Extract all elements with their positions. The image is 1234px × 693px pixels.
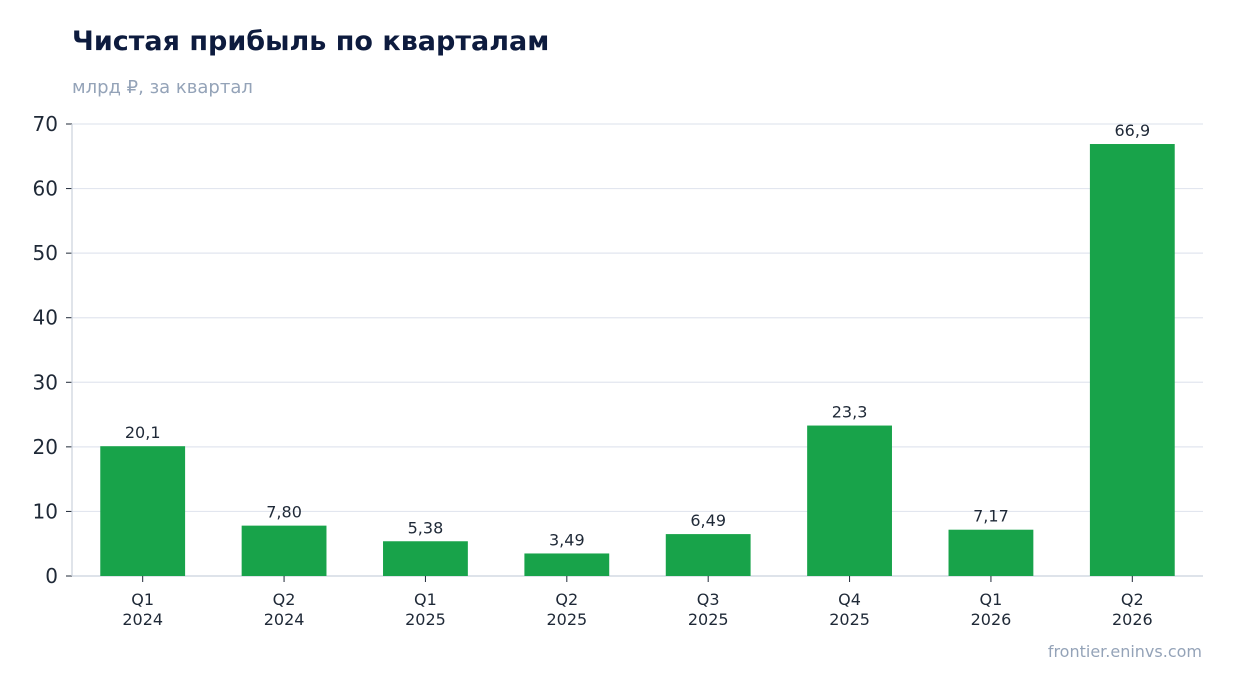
data-label: 7,80 (266, 503, 302, 522)
y-tick-label: 20 (33, 435, 58, 459)
y-tick-label: 50 (33, 241, 58, 265)
chart-subtitle: млрд ₽, за квартал (72, 77, 253, 98)
bar (241, 525, 327, 576)
x-tick-label: Q1 (980, 590, 1003, 609)
data-label: 20,1 (125, 423, 161, 442)
source-label: frontier.eninvs.com (1047, 642, 1202, 661)
bar (100, 446, 186, 576)
x-tick-label: 2024 (122, 610, 163, 629)
x-tick-label: 2026 (1112, 610, 1153, 629)
data-label: 5,38 (408, 518, 444, 537)
data-label: 66,9 (1115, 121, 1151, 140)
x-tick-label: 2025 (688, 610, 729, 629)
x-tick-label: 2025 (829, 610, 870, 629)
x-tick-label: Q3 (697, 590, 720, 609)
data-label: 6,49 (690, 511, 726, 530)
data-label: 3,49 (549, 530, 585, 549)
y-tick-label: 30 (33, 370, 58, 394)
y-tick-label: 60 (33, 177, 58, 201)
bar (524, 553, 610, 576)
bar (948, 529, 1034, 576)
data-label: 23,3 (832, 403, 868, 422)
bar (807, 425, 892, 576)
y-tick-label: 40 (33, 306, 58, 330)
x-tick-label: Q2 (1121, 590, 1144, 609)
bar (383, 541, 468, 576)
x-tick-label: Q4 (838, 590, 861, 609)
bar (665, 534, 751, 576)
y-tick-label: 10 (33, 499, 58, 523)
y-tick-label: 70 (33, 112, 58, 136)
x-tick-label: Q2 (273, 590, 296, 609)
x-tick-label: 2025 (405, 610, 446, 629)
x-tick-label: 2025 (546, 610, 587, 629)
y-tick-label: 0 (45, 564, 58, 588)
data-label: 7,17 (973, 507, 1009, 526)
x-tick-label: Q1 (131, 590, 154, 609)
x-tick-label: 2024 (264, 610, 305, 629)
x-tick-label: Q2 (555, 590, 578, 609)
chart-title: Чистая прибыль по кварталам (72, 26, 550, 57)
x-tick-label: Q1 (414, 590, 437, 609)
x-tick-label: 2026 (971, 610, 1012, 629)
bar (1089, 144, 1175, 576)
